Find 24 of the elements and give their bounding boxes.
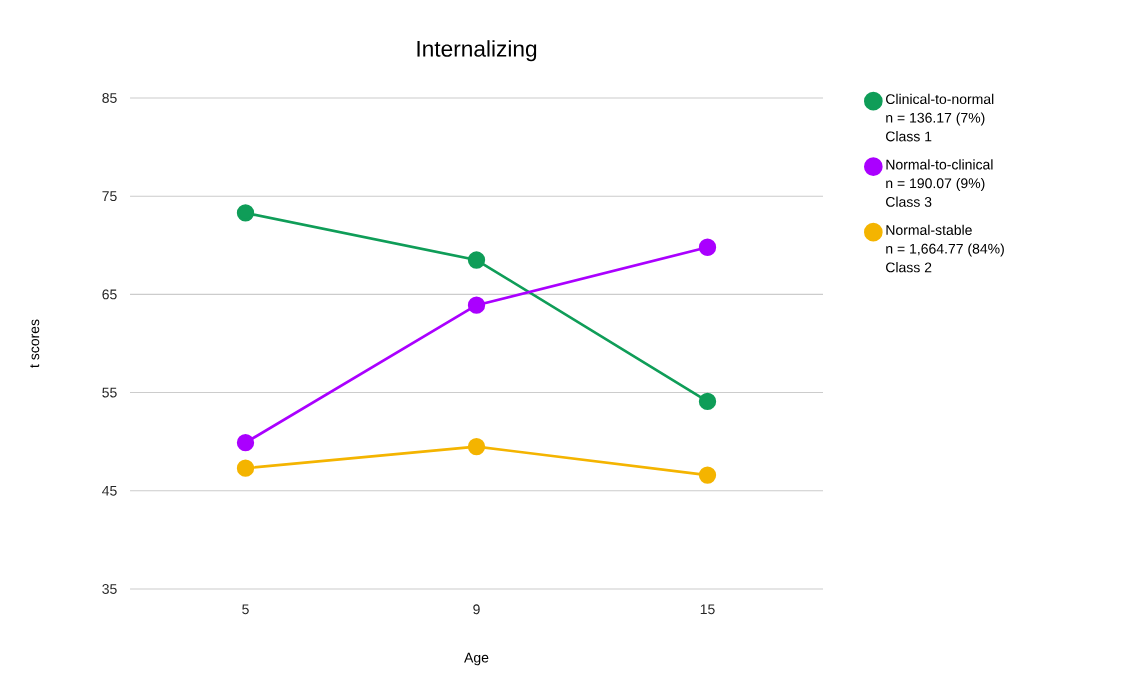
x-tick-label: 9 — [473, 604, 480, 615]
point — [698, 238, 717, 256]
x-tick-label: 5 — [242, 604, 249, 615]
point — [236, 459, 255, 477]
point — [698, 392, 717, 411]
legend-label: Normal-to-clinical n = 190.07 (9%) Class 3 — [886, 159, 993, 207]
y-tick-label: 75 — [102, 191, 117, 202]
y-tick-label: 65 — [102, 289, 117, 300]
x-axis-title: Age — [464, 652, 489, 666]
point — [698, 466, 717, 484]
y-tick-label: 85 — [102, 93, 117, 103]
chart-title: Internalizing — [417, 40, 537, 62]
point — [467, 296, 486, 314]
y-tick-label: 45 — [102, 485, 117, 496]
point — [236, 204, 255, 222]
point — [467, 251, 486, 269]
legend-label: Normal-stable n = 1,664.77 (84%) Class 2 — [886, 224, 1004, 273]
y-axis-title: t scores — [30, 319, 40, 368]
x-tick-label: 15 — [700, 604, 715, 615]
point — [236, 434, 255, 452]
y-tick-label: 35 — [102, 584, 117, 594]
legend-label: Clinical-to-normal n = 136.17 (7%) Class 1 — [886, 93, 994, 142]
y-tick-label: 55 — [102, 387, 117, 398]
point — [467, 437, 486, 456]
